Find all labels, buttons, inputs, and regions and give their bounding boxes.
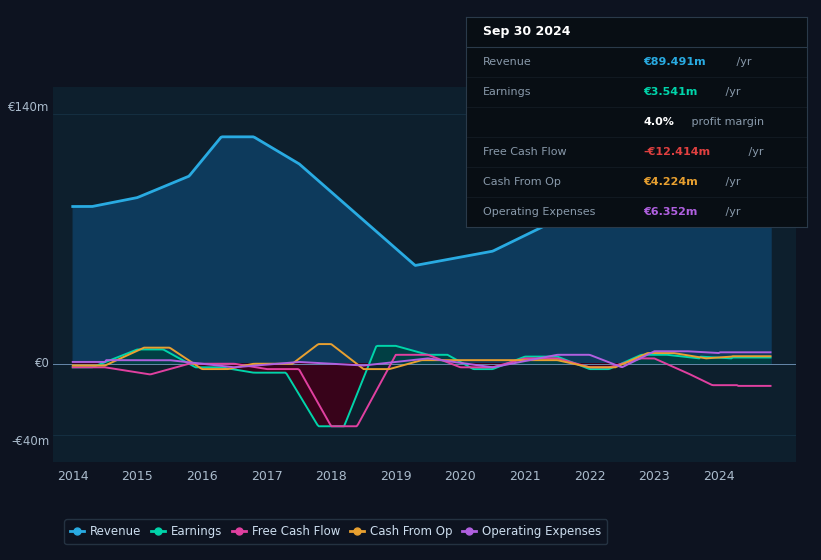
- Text: €3.541m /yr: €3.541m /yr: [644, 87, 712, 97]
- Text: €6.352m: €6.352m: [644, 207, 698, 217]
- Text: €4.224m: €4.224m: [644, 177, 698, 187]
- Text: 4.0%: 4.0%: [644, 117, 674, 127]
- Text: €4.224m /yr: €4.224m /yr: [644, 177, 712, 187]
- Text: /yr: /yr: [733, 57, 752, 67]
- Text: €89.491m: €89.491m: [644, 57, 706, 67]
- Text: €3.541m: €3.541m: [644, 87, 698, 97]
- Text: €6.352m /yr: €6.352m /yr: [644, 207, 712, 217]
- Text: Operating Expenses: Operating Expenses: [484, 207, 596, 217]
- Text: Cash From Op: Cash From Op: [484, 177, 562, 187]
- Text: -€12.414m: -€12.414m: [644, 147, 711, 157]
- Text: /yr: /yr: [722, 87, 741, 97]
- Text: /yr: /yr: [745, 147, 764, 157]
- Text: -€40m: -€40m: [11, 435, 49, 448]
- Text: Sep 30 2024: Sep 30 2024: [484, 25, 571, 38]
- Text: €89.491m /yr: €89.491m /yr: [644, 57, 719, 67]
- Text: -€12.414m /yr: -€12.414m /yr: [644, 147, 722, 157]
- Text: Earnings: Earnings: [484, 87, 532, 97]
- Text: Free Cash Flow: Free Cash Flow: [484, 147, 567, 157]
- Text: Revenue: Revenue: [484, 57, 532, 67]
- Legend: Revenue, Earnings, Free Cash Flow, Cash From Op, Operating Expenses: Revenue, Earnings, Free Cash Flow, Cash …: [64, 520, 607, 544]
- Text: €0: €0: [34, 357, 49, 370]
- Text: /yr: /yr: [722, 177, 741, 187]
- Text: €140m: €140m: [8, 101, 49, 114]
- Text: profit margin: profit margin: [689, 117, 764, 127]
- Text: /yr: /yr: [722, 207, 741, 217]
- Text: 4.0% profit margin: 4.0% profit margin: [644, 117, 748, 127]
